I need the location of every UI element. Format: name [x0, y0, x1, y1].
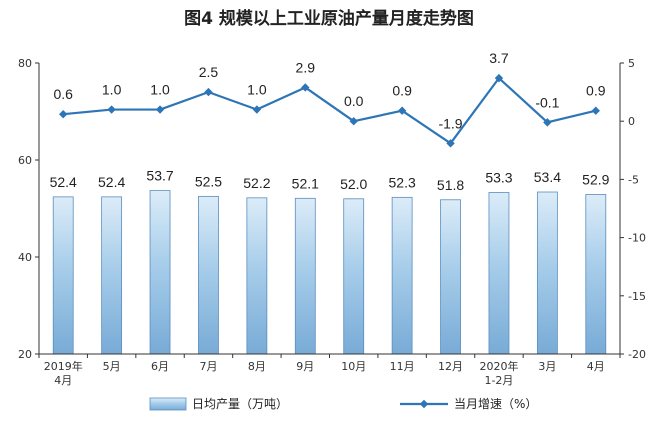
line-point	[494, 73, 504, 83]
bar	[101, 196, 123, 355]
line-point	[252, 105, 262, 114]
bar	[246, 197, 268, 355]
bar-value-label: 52.9	[582, 171, 609, 187]
bar-value-label: 53.4	[534, 169, 561, 185]
left-tick-label: 80	[18, 57, 32, 70]
bar	[536, 191, 558, 355]
bar	[343, 198, 365, 355]
bar	[149, 190, 171, 355]
line-value-label: 0.9	[586, 83, 606, 99]
x-tick-label: 2019年	[44, 359, 83, 373]
right-tick-label: 0	[628, 115, 635, 128]
bar	[585, 194, 607, 355]
x-tick-label: 12月	[438, 360, 463, 373]
bar-series: 52.4 52.4 53.7 52.5 52.2 52.1 52.0 52.3 51.8 53.3…	[50, 168, 610, 355]
line-point	[446, 139, 455, 148]
line-point	[349, 117, 358, 126]
line-point	[155, 105, 165, 114]
right-tick-label: -20	[628, 348, 646, 361]
line-value-label: 0.9	[392, 83, 412, 99]
x-tick-label: 5月	[103, 360, 121, 373]
legend-line-label: 当月增速（%）	[454, 397, 537, 411]
bar-value-label: 53.7	[146, 168, 173, 184]
line-point	[397, 106, 407, 115]
legend-bar-swatch	[149, 397, 187, 411]
left-tick-label: 40	[18, 251, 32, 264]
x-tick-label: 3月	[538, 360, 556, 373]
bar	[488, 192, 510, 355]
x-tick-label: 4月	[54, 374, 72, 387]
legend-bar-label: 日均产量（万吨）	[192, 397, 288, 411]
chart-title: 图4 规模以上工业原油产量月度走势图	[184, 8, 474, 29]
x-tick-label: 4月	[587, 360, 605, 373]
x-tick-label: 7月	[199, 360, 217, 373]
left-tick-label: 60	[18, 154, 32, 167]
line-value-label: 0.0	[344, 93, 364, 109]
x-tick-label: 10月	[341, 360, 366, 373]
line-value-label: 2.9	[296, 59, 316, 75]
right-tick-label: -15	[628, 290, 646, 303]
line-point	[107, 105, 116, 114]
legend: 日均产量（万吨） 当月增速（%）	[149, 397, 537, 411]
line-point	[59, 110, 68, 119]
bar	[198, 195, 219, 355]
bar	[52, 196, 74, 355]
right-tick-label: -5	[628, 173, 639, 186]
line-series: 0.6 1.0 1.0 2.5 1.0 2.9 0.0 0.9 -1.9 3.7 -0.1 0.9	[53, 50, 606, 148]
bar-value-label: 53.3	[485, 169, 512, 185]
line-point	[543, 118, 552, 127]
x-tick-label: 6月	[151, 360, 169, 373]
line-value-label: 3.7	[489, 50, 509, 66]
line-value-label: 2.5	[199, 64, 219, 80]
line-point	[301, 83, 310, 92]
right-tick-label: 5	[628, 57, 635, 70]
line-value-label: -1.9	[438, 115, 462, 131]
line-value-label: 1.0	[247, 82, 267, 98]
right-tick-label: -10	[628, 232, 646, 245]
growth-line	[63, 77, 597, 145]
bar-value-label: 52.0	[340, 176, 367, 192]
bar-value-label: 52.4	[98, 174, 125, 190]
x-tick-label: 11月	[390, 360, 415, 373]
bar-value-label: 52.2	[243, 175, 270, 191]
x-tick-label: 2020年	[479, 359, 518, 373]
bar-value-label: 52.5	[195, 173, 222, 189]
bar-value-label: 51.8	[437, 177, 464, 193]
line-value-label: -0.1	[535, 94, 559, 110]
bar	[294, 197, 316, 355]
bar-value-label: 52.3	[389, 174, 416, 190]
x-tick-label: 8月	[248, 360, 266, 373]
bar	[391, 196, 413, 355]
legend-line-marker	[419, 399, 429, 409]
line-value-label: 1.0	[102, 82, 122, 98]
line-value-label: 1.0	[150, 82, 170, 98]
x-tick-label: 1-2月	[484, 374, 513, 387]
line-point	[591, 106, 600, 115]
line-point	[204, 87, 213, 97]
bar	[440, 199, 461, 355]
bar-value-label: 52.4	[50, 174, 77, 190]
bar-value-label: 52.1	[292, 175, 319, 191]
left-tick-label: 20	[18, 348, 32, 361]
line-value-label: 0.6	[53, 86, 73, 102]
x-tick-label: 9月	[296, 360, 314, 373]
